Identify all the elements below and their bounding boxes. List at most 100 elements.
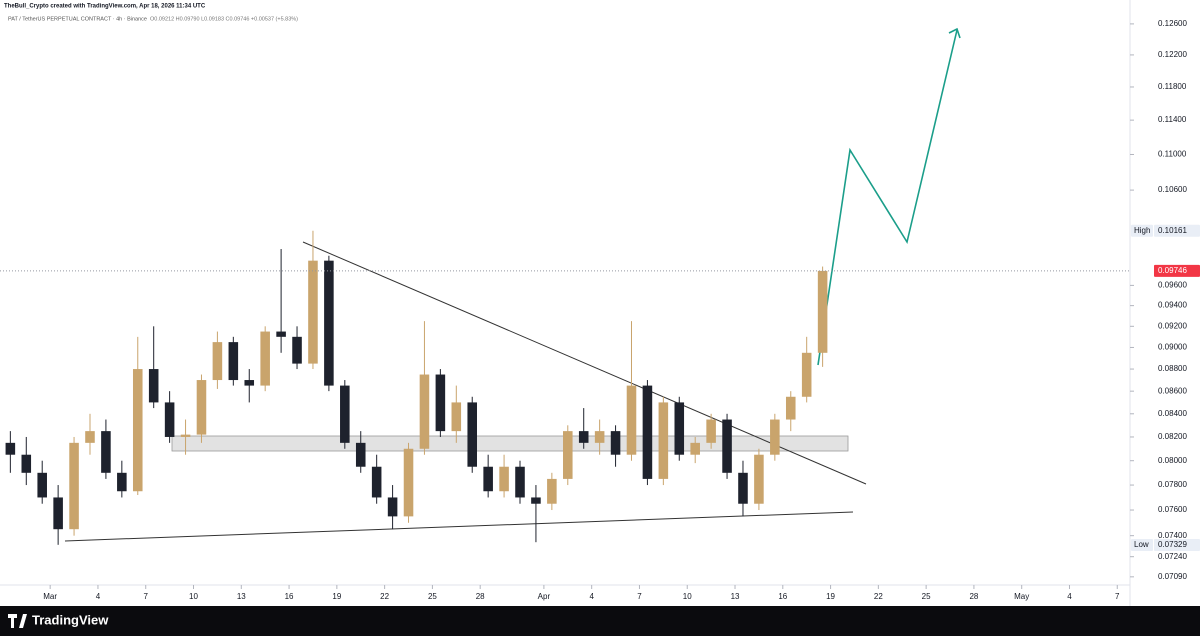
candle-body — [674, 402, 685, 455]
x-tick-label: 16 — [778, 592, 787, 601]
x-tick-label: 25 — [428, 592, 437, 601]
y-tick-label: 0.07400 — [1158, 531, 1187, 540]
candle-body — [196, 380, 207, 435]
candle-body — [419, 374, 430, 449]
candle-body — [547, 478, 557, 504]
candle-body — [563, 431, 573, 479]
x-tick-label: 13 — [731, 592, 740, 601]
candle-body — [642, 385, 653, 479]
x-tick-label: 16 — [285, 592, 294, 601]
footer-bar — [0, 606, 1200, 636]
candle-body — [292, 336, 302, 364]
chart-title: TheBull_Crypto created with TradingView.… — [4, 4, 206, 10]
brand-logo — [8, 614, 27, 628]
x-tick-label: 28 — [969, 592, 978, 601]
candle-body — [531, 497, 541, 504]
support-zone — [171, 435, 849, 452]
candle-body — [626, 385, 637, 455]
candle-body — [451, 402, 462, 432]
y-tick-label: 0.09200 — [1158, 321, 1187, 330]
candle-body — [276, 331, 286, 337]
y-tick-label: 0.07800 — [1158, 480, 1187, 489]
y-tick-label: 0.08600 — [1158, 386, 1187, 395]
candle-body — [483, 466, 493, 492]
x-tick-label: 4 — [96, 592, 101, 601]
candle-body — [515, 466, 525, 498]
candle-body — [340, 385, 350, 443]
y-tick-label: 0.08000 — [1158, 456, 1187, 465]
x-tick-label: 7 — [637, 592, 642, 601]
x-tick-label: 19 — [826, 592, 835, 601]
candle-body — [371, 466, 382, 498]
candle-body — [148, 369, 159, 403]
x-tick-label: 7 — [1115, 592, 1120, 601]
y-tick-label: 0.08400 — [1158, 409, 1187, 418]
candle-body — [228, 342, 239, 381]
price-marker-value: 0.07329 — [1158, 540, 1187, 549]
candle-body — [770, 419, 780, 455]
candle-body — [658, 402, 669, 479]
candle-body — [817, 270, 828, 353]
candle-body — [260, 331, 270, 386]
y-tick-label: 0.11400 — [1158, 115, 1187, 124]
y-tick-label: 0.09400 — [1158, 301, 1187, 310]
price-marker-box — [1154, 538, 1200, 551]
candle-body — [594, 431, 605, 443]
x-tick-label: 13 — [237, 592, 246, 601]
y-tick-label: 0.11800 — [1158, 82, 1187, 91]
candle-body — [738, 472, 748, 504]
price-marker-value: 0.09746 — [1158, 266, 1187, 275]
candle-body — [132, 369, 143, 492]
candle-body — [403, 448, 414, 517]
candle-body — [85, 431, 95, 443]
y-tick-label: 0.12200 — [1158, 50, 1187, 59]
candle-body — [53, 497, 63, 530]
x-tick-label: 7 — [144, 592, 149, 601]
candle-body — [435, 374, 446, 432]
projection-arrowhead — [948, 27, 961, 39]
price-marker-tag — [1131, 224, 1153, 237]
price-marker-box — [1154, 224, 1200, 237]
candle-body — [722, 419, 732, 473]
axes: 0.12600 0.12200 0.11800 0.11400 0.11000 0.106… — [0, 19, 1200, 601]
candle-body — [355, 442, 366, 467]
candle-body — [244, 380, 255, 386]
candle-body — [180, 434, 191, 437]
x-tick-label: 22 — [380, 592, 389, 601]
price-marker-box — [1154, 264, 1200, 277]
x-tick-label: 25 — [922, 592, 931, 601]
candle-body — [37, 472, 47, 498]
price-marker-tag — [1131, 538, 1153, 551]
y-tick-label: 0.12600 — [1158, 19, 1187, 28]
price-marker-label: Low — [1134, 540, 1149, 549]
x-tick-label: Mar — [43, 592, 57, 601]
x-tick-label: 10 — [683, 592, 692, 601]
candle-body — [785, 396, 796, 420]
y-tick-label: 0.10600 — [1158, 185, 1187, 194]
candle-body — [21, 454, 32, 473]
price-marker-label: High — [1134, 226, 1150, 235]
support-trendline — [64, 511, 854, 542]
x-tick-label: 28 — [476, 592, 485, 601]
ohlc-readout: O0.09212 H0.09790 L0.09183 C0.09746 +0.0… — [150, 16, 298, 22]
y-tick-label: 0.08800 — [1158, 364, 1187, 373]
candle-body — [467, 402, 478, 467]
candle-body — [610, 431, 621, 455]
y-tick-label: 0.07240 — [1158, 552, 1187, 561]
candle-body — [690, 442, 700, 455]
candle-body — [387, 497, 398, 517]
chart-subtitle: PAT / TetherUS PERPETUAL CONTRACT · 4h ·… — [8, 16, 147, 22]
y-tick-label: 0.08200 — [1158, 432, 1187, 441]
x-tick-label: Apr — [538, 592, 551, 601]
x-tick-label: May — [1014, 592, 1029, 601]
x-tick-label: 22 — [874, 592, 883, 601]
x-tick-label: 4 — [589, 592, 594, 601]
candle-body — [308, 260, 318, 364]
candle-body — [754, 454, 764, 504]
y-tick-label: 0.09600 — [1158, 280, 1187, 289]
brand-name: TradingView — [32, 612, 109, 627]
x-tick-label: 4 — [1067, 592, 1072, 601]
